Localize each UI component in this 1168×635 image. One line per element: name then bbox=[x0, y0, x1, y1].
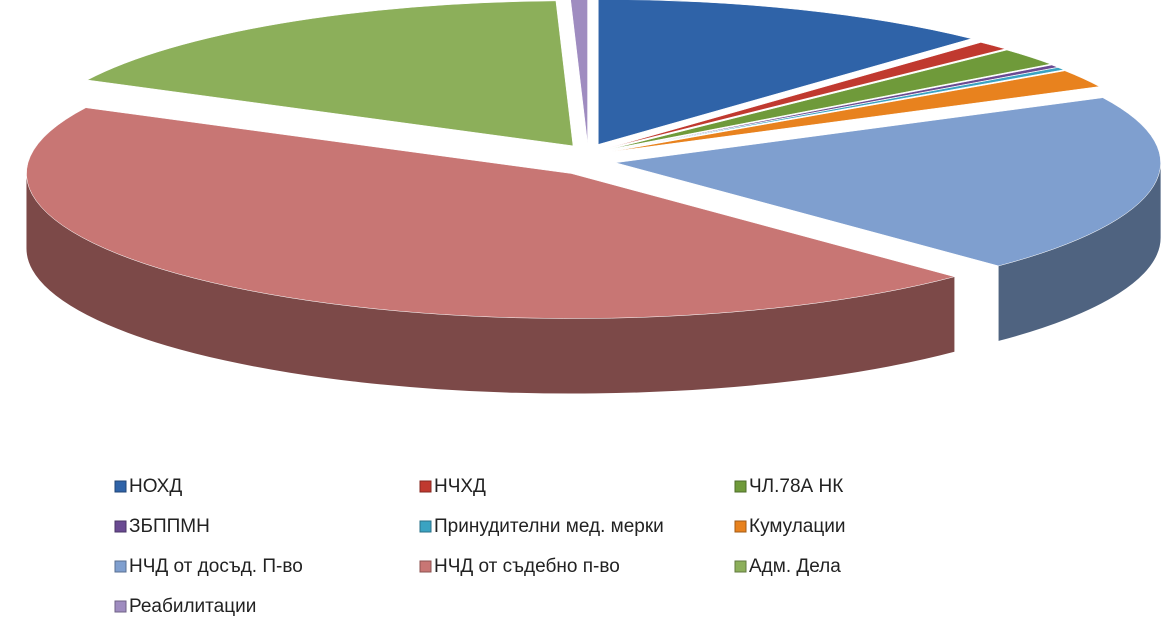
legend-swatch bbox=[419, 520, 432, 533]
slice-sides bbox=[26, 162, 1161, 394]
legend-swatch bbox=[419, 560, 432, 573]
slice-side bbox=[998, 162, 1161, 341]
slice bbox=[86, 0, 574, 147]
slice-tops bbox=[26, 0, 1161, 319]
legend-label: ЗБППМН bbox=[129, 516, 210, 537]
slice bbox=[611, 67, 1065, 151]
slice bbox=[570, 0, 588, 144]
legend-swatch bbox=[114, 520, 127, 533]
slice bbox=[615, 97, 1161, 267]
slice bbox=[26, 107, 956, 319]
slice bbox=[609, 49, 1052, 150]
slice bbox=[612, 70, 1101, 152]
legend-label: Реабилитации bbox=[129, 596, 256, 617]
legend-swatch bbox=[114, 560, 127, 573]
legend-label: НЧД от досъд. П-во bbox=[129, 556, 303, 577]
slice-side bbox=[26, 173, 955, 394]
legend-swatch bbox=[734, 520, 747, 533]
slice bbox=[607, 42, 1007, 149]
legend-label: Кумулации bbox=[749, 516, 845, 537]
legend-swatch bbox=[734, 560, 747, 573]
legend-label: НЧД от съдебно п-во bbox=[434, 556, 620, 577]
legend-swatch bbox=[114, 480, 127, 493]
legend-swatch bbox=[419, 480, 432, 493]
legend-label: Принудителни мед. мерки bbox=[434, 516, 664, 537]
legend-swatch bbox=[114, 600, 127, 613]
slice bbox=[598, 0, 973, 145]
slice bbox=[610, 64, 1059, 151]
legend-label: НЧХД bbox=[434, 476, 486, 497]
legend-label: Адм. Дела bbox=[749, 556, 841, 577]
legend-swatch bbox=[734, 480, 747, 493]
legend-label: ЧЛ.78А НК bbox=[749, 476, 843, 497]
legend-label: НОХД bbox=[129, 476, 182, 497]
